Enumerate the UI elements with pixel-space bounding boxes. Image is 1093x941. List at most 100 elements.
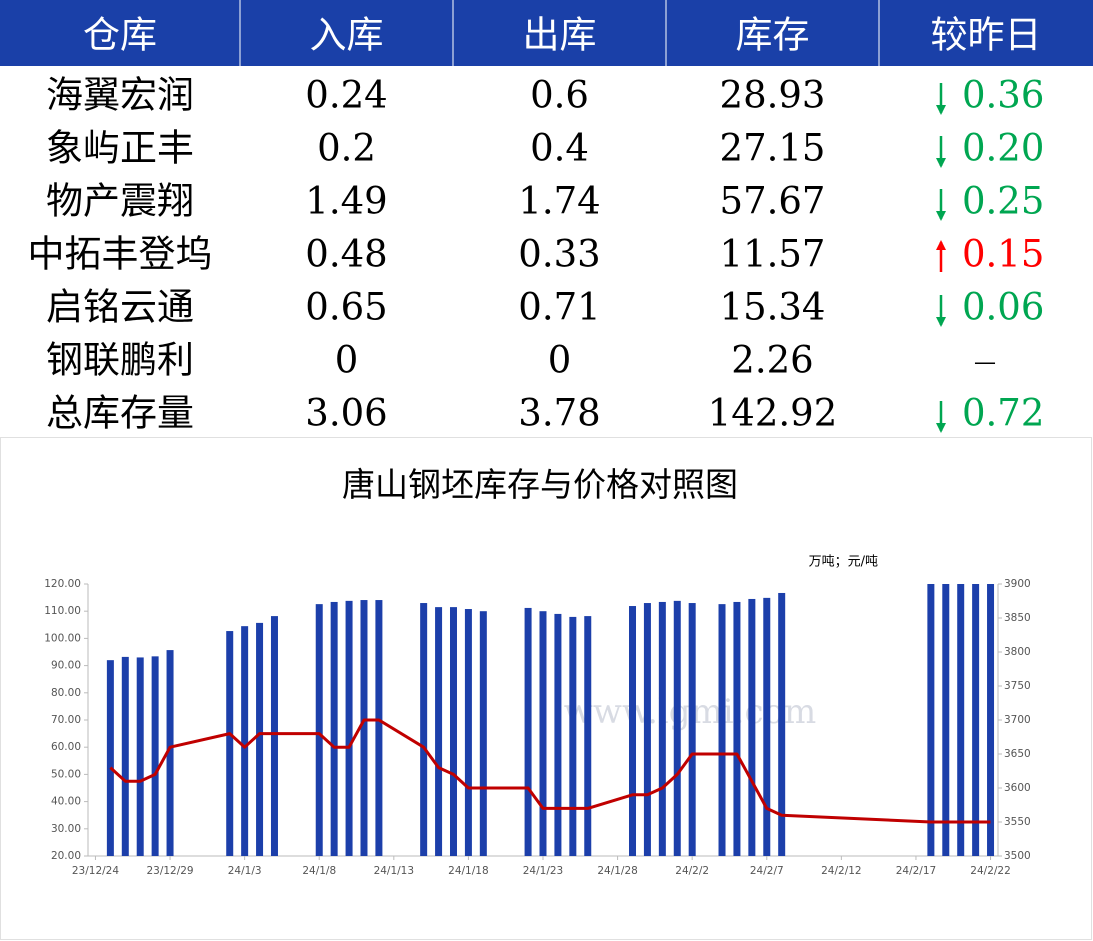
- bar: [643, 603, 651, 856]
- bar: [106, 660, 114, 856]
- bar: [748, 598, 756, 856]
- bar: [718, 604, 726, 856]
- change-arrow: [936, 240, 946, 272]
- cell: 0: [335, 339, 359, 382]
- x-tick-label: 24/2/2: [675, 865, 709, 877]
- header-cell: 仓库: [83, 14, 157, 57]
- bar: [464, 609, 472, 856]
- bar: [569, 616, 577, 856]
- cell: 2.26: [731, 339, 813, 382]
- change-value: 0.25: [962, 180, 1044, 223]
- chart-title: 唐山钢坯库存与价格对照图: [342, 465, 738, 504]
- warehouse-name: 启铭云通: [46, 286, 194, 329]
- bar: [927, 584, 935, 856]
- cell: 0.4: [530, 127, 589, 170]
- bar: [136, 657, 144, 856]
- bar: [733, 601, 741, 856]
- bar: [479, 611, 487, 856]
- cell: 0.65: [305, 286, 387, 329]
- cell: 142.92: [708, 392, 837, 435]
- change-value: 0.36: [962, 74, 1044, 117]
- arrow-head: [936, 105, 946, 115]
- y-tick-label: 90.00: [51, 660, 81, 672]
- bar: [360, 600, 368, 856]
- cell: 1.49: [305, 180, 387, 223]
- warehouse-name: 物产震翔: [46, 180, 194, 223]
- bar: [121, 656, 129, 856]
- y-tick-label: 20.00: [51, 850, 81, 862]
- x-tick-label: 24/2/17: [896, 865, 936, 877]
- unit-label: 万吨；元/吨: [809, 555, 878, 570]
- y-tick-label: 100.00: [44, 632, 81, 644]
- price-line: [109, 718, 991, 824]
- bar: [658, 601, 666, 856]
- bar: [345, 600, 353, 856]
- change-value: 0.72: [962, 392, 1044, 435]
- bar: [972, 584, 980, 856]
- header-cell: 库存: [736, 14, 810, 57]
- bar: [166, 650, 174, 856]
- y-tick-label: 120.00: [44, 578, 81, 590]
- bar: [449, 607, 457, 856]
- change-arrow: [936, 189, 946, 221]
- bar: [315, 604, 323, 856]
- change-arrow: [936, 401, 946, 433]
- cell: 57.67: [720, 180, 826, 223]
- x-tick-label: 24/1/28: [597, 865, 637, 877]
- bar: [942, 584, 950, 856]
- cell: 0.71: [518, 286, 600, 329]
- cell: 15.34: [720, 286, 826, 329]
- y-tick-label: 30.00: [51, 823, 81, 835]
- bar: [241, 626, 249, 856]
- bar: [957, 584, 965, 856]
- y2-tick-label: 3850: [1004, 612, 1031, 624]
- cell: 0.6: [530, 74, 589, 117]
- cell: 0: [548, 339, 572, 382]
- warehouse-name: 中拓丰登坞: [28, 233, 213, 276]
- cell: 1.74: [518, 180, 600, 223]
- y-tick-label: 80.00: [51, 687, 81, 699]
- arrow-head: [936, 158, 946, 168]
- bar: [987, 584, 995, 856]
- warehouse-name: 象屿正丰: [46, 127, 194, 170]
- bar: [420, 603, 428, 856]
- y2-tick-label: 3700: [1004, 714, 1031, 726]
- change-value: 0.20: [962, 127, 1044, 170]
- header-cell: 入库: [310, 14, 384, 57]
- bar: [539, 611, 547, 856]
- header-cell: 较昨日: [931, 14, 1042, 57]
- y-tick-label: 40.00: [51, 796, 81, 808]
- cell: 3.78: [518, 392, 600, 435]
- bar: [673, 600, 681, 856]
- bar: [435, 607, 443, 856]
- change-arrow: [936, 83, 946, 115]
- cell: 27.15: [720, 127, 826, 170]
- cell: 3.06: [305, 392, 387, 435]
- table-header: [0, 0, 1093, 66]
- y-tick-label: 110.00: [44, 605, 81, 617]
- y2-tick-label: 3500: [1004, 850, 1031, 862]
- x-tick-label: 24/2/12: [821, 865, 861, 877]
- bar: [226, 631, 234, 856]
- x-tick-label: 24/1/18: [448, 865, 488, 877]
- bar: [629, 606, 637, 856]
- cell: 28.93: [720, 74, 826, 117]
- change-arrow: [936, 136, 946, 168]
- warehouse-name: 总库存量: [46, 392, 194, 435]
- y2-tick-label: 3550: [1004, 816, 1031, 828]
- x-tick-label: 23/12/24: [72, 865, 119, 877]
- cell: 11.57: [720, 233, 826, 276]
- arrow-head: [936, 317, 946, 327]
- warehouse-name: 钢联鹏利: [46, 339, 194, 382]
- x-tick-label: 23/12/29: [146, 865, 193, 877]
- bar: [270, 616, 278, 856]
- header-cell: 出库: [523, 14, 597, 57]
- change-value: —: [974, 350, 996, 375]
- change-arrow: [936, 295, 946, 327]
- y2-tick-label: 3900: [1004, 578, 1031, 590]
- x-tick-label: 24/2/7: [750, 865, 784, 877]
- x-tick-label: 24/1/23: [523, 865, 563, 877]
- bar: [763, 597, 771, 856]
- bar: [524, 607, 532, 856]
